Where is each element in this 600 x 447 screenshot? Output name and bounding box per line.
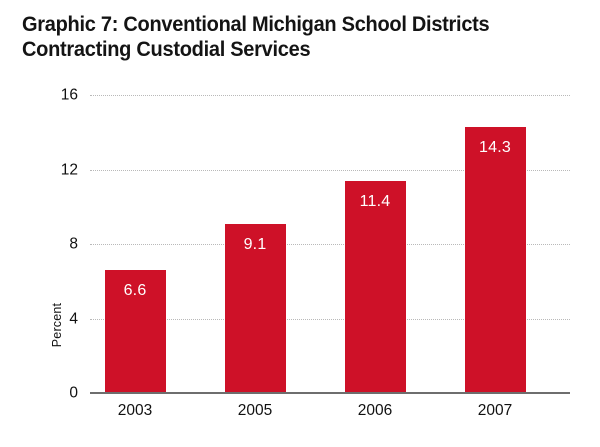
bar-value-2006: 11.4 — [359, 192, 391, 210]
bar-value-2007: 14.3 — [479, 138, 511, 156]
x-tick-label-2007: 2007 — [477, 402, 513, 419]
y-tick-label-0: 0 — [69, 384, 78, 402]
bar-value-2005: 9.1 — [243, 235, 267, 253]
x-tick-label-2006: 2006 — [357, 402, 393, 419]
chart-title: Graphic 7: Conventional Michigan School … — [22, 12, 490, 61]
bar-2003[interactable]: 6.6 — [104, 270, 166, 393]
plot-area: 6.6 9.1 11.4 14.3 — [90, 95, 570, 393]
y-tick-label-4: 4 — [69, 309, 78, 327]
bar-value-2003: 6.6 — [123, 282, 147, 300]
y-axis-title: Percent — [50, 302, 64, 348]
bar-2006[interactable]: 11.4 — [344, 180, 406, 393]
gridline-12 — [90, 169, 570, 171]
gridline-4 — [90, 318, 570, 320]
bar-2007[interactable]: 14.3 — [464, 126, 526, 393]
bar-2005[interactable]: 9.1 — [224, 223, 286, 393]
gridline-16 — [90, 95, 570, 96]
x-axis-line — [90, 392, 570, 394]
y-tick-label-16: 16 — [60, 86, 78, 104]
gridline-8 — [90, 244, 570, 245]
x-tick-label-2003: 2003 — [117, 402, 153, 419]
y-tick-label-12: 12 — [60, 160, 78, 178]
x-tick-label-2005: 2005 — [237, 402, 273, 419]
y-tick-label-8: 8 — [69, 235, 78, 253]
